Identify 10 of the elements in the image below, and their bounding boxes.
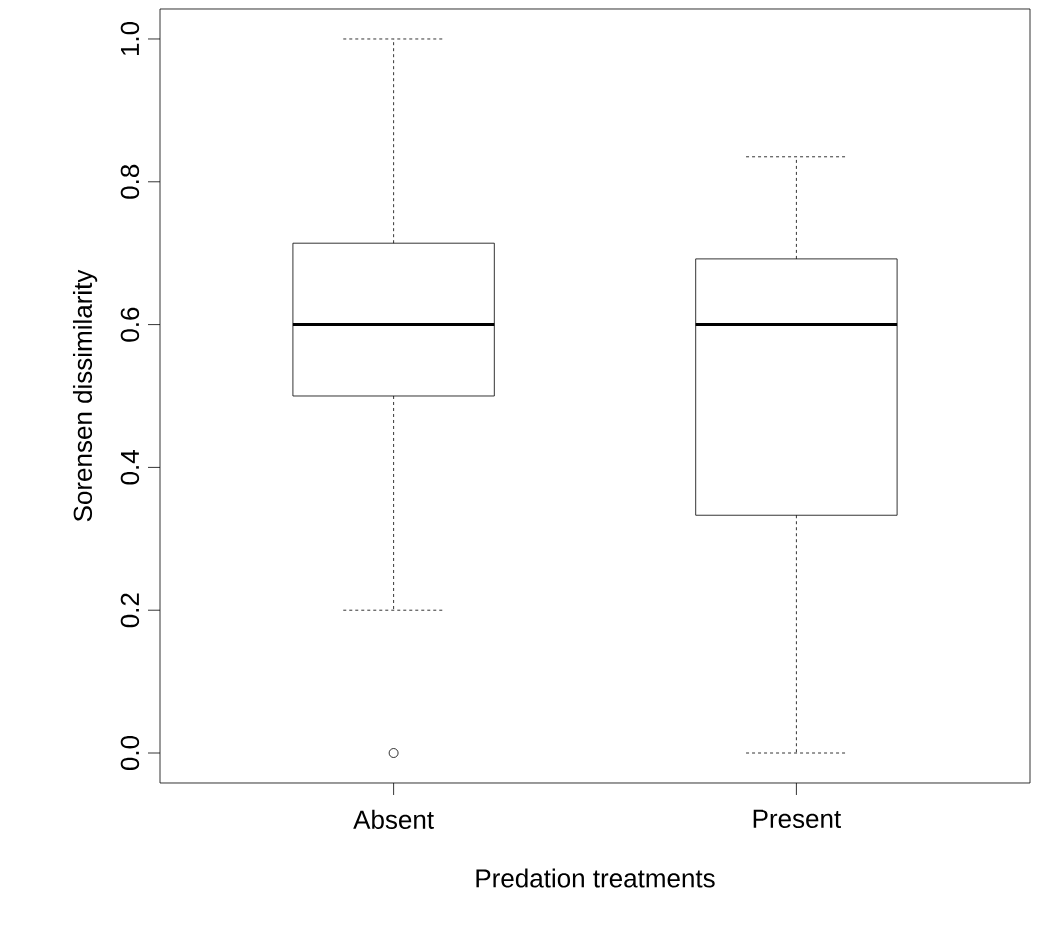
y-axis-title: Sorensen dissimilarity xyxy=(72,269,98,522)
x-axis-title: Predation treatments xyxy=(476,868,715,888)
x-tick-label: Present xyxy=(753,809,842,828)
y-tick-label: 1.0 xyxy=(120,21,140,56)
y-tick-label: 0.6 xyxy=(120,307,140,342)
y-tick-label: 0.8 xyxy=(120,164,140,199)
y-tick-label: 0.2 xyxy=(120,593,140,628)
x-tick-label: Absent xyxy=(353,809,434,829)
y-tick-label: 0.4 xyxy=(120,450,140,485)
y-tick-label: 0.0 xyxy=(120,735,140,771)
